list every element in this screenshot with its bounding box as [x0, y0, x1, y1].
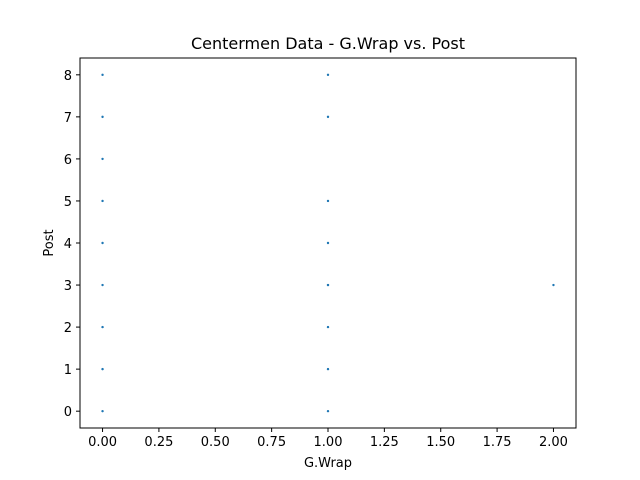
data-point: [326, 241, 330, 245]
data-points: [101, 73, 555, 413]
data-point: [326, 409, 330, 413]
x-axis-ticks: 0.00 0.25 0.50 0.75 1.00 1.25 1.50 1.75 2.00: [88, 428, 568, 450]
data-point: [326, 325, 330, 329]
data-point: [101, 325, 104, 329]
data-point: [326, 367, 330, 371]
data-point: [101, 73, 104, 77]
x-axis-label: G.Wrap: [304, 456, 352, 471]
y-tick-label: 5: [64, 195, 72, 210]
data-point: [101, 115, 104, 119]
data-point: [101, 199, 104, 203]
x-tick-label: 0.00: [88, 435, 117, 450]
y-tick-label: 6: [64, 153, 72, 168]
y-axis-ticks: 0 1 2 3 4 5 6 7 8: [64, 69, 80, 420]
x-tick-label: 1.75: [483, 435, 512, 450]
x-tick-label: 0.75: [257, 435, 286, 450]
x-tick-label: 1.00: [314, 435, 343, 450]
y-tick-label: 8: [64, 69, 72, 84]
x-tick-label: 2.00: [539, 435, 568, 450]
data-point: [326, 115, 330, 119]
y-tick-label: 2: [64, 321, 72, 336]
y-axis-label: Post: [42, 229, 57, 256]
plot-area: [79, 57, 577, 429]
y-tick-label: 7: [64, 111, 72, 126]
data-point: [326, 73, 330, 77]
data-point: [101, 241, 104, 245]
data-point: [326, 283, 330, 287]
y-tick-label: 4: [64, 237, 72, 252]
y-tick-label: 1: [64, 363, 72, 378]
data-point: [552, 283, 555, 287]
x-tick-label: 0.25: [144, 435, 173, 450]
y-tick-label: 0: [64, 405, 72, 420]
data-point: [101, 157, 104, 161]
x-tick-label: 0.50: [201, 435, 230, 450]
chart-title: Centermen Data - G.Wrap vs. Post: [191, 34, 465, 53]
y-tick-label: 3: [64, 279, 72, 294]
x-tick-label: 1.50: [426, 435, 455, 450]
data-point: [101, 367, 104, 371]
data-point: [101, 409, 104, 413]
x-tick-label: 1.25: [370, 435, 399, 450]
data-point: [326, 199, 330, 203]
data-point: [101, 283, 104, 287]
